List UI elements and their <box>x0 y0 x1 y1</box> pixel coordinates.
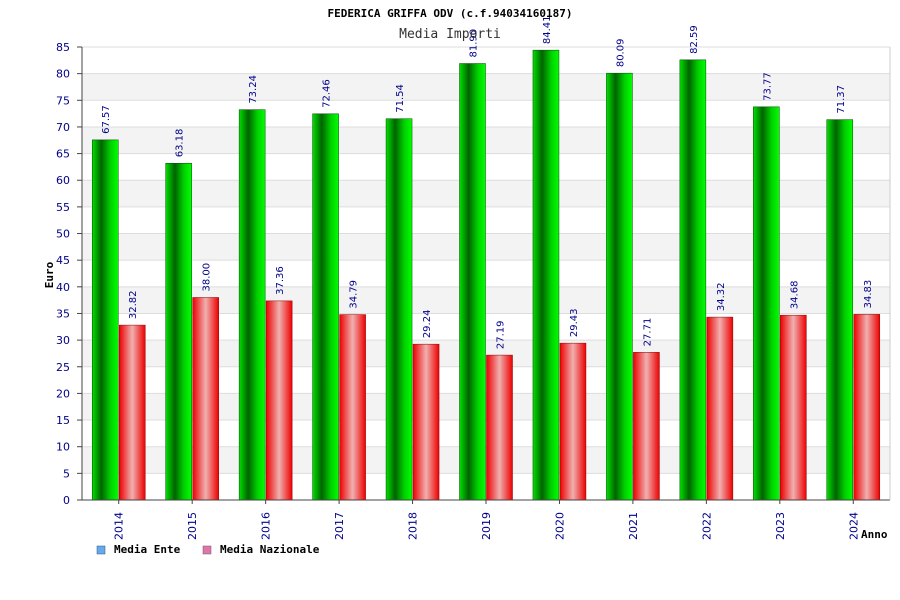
y-tick-label: 15 <box>56 414 70 427</box>
bar-media-nazionale <box>780 314 807 501</box>
data-label-media-nazionale: 29.43 <box>569 309 580 338</box>
bar-media-nazionale <box>265 300 293 501</box>
y-tick-label: 85 <box>56 41 70 54</box>
x-tick-label: 2015 <box>186 512 199 540</box>
data-label-media-ente: 71.54 <box>395 84 406 113</box>
x-axis-label: Anno <box>861 528 888 541</box>
data-label-media-nazionale: 27.71 <box>642 318 653 347</box>
legend-swatch-media-nazionale <box>202 545 212 555</box>
y-tick-label: 60 <box>56 174 70 187</box>
data-label-media-nazionale: 27.19 <box>496 320 507 349</box>
legend: Media Ente Media Nazionale <box>96 543 320 556</box>
data-label-media-ente: 82.59 <box>689 25 700 54</box>
data-label-media-ente: 73.24 <box>248 75 259 104</box>
data-label-media-nazionale: 37.36 <box>275 266 286 295</box>
data-label-media-ente: 73.77 <box>762 72 773 101</box>
x-tick-label: 2024 <box>847 512 860 540</box>
y-tick-labels: 0 5 10 15 20 25 30 35 40 45 50 55 60 65 70 75 80 85 <box>56 41 70 507</box>
y-tick-label: 75 <box>56 94 70 107</box>
bar-media-nazionale <box>853 314 881 501</box>
data-labels: 67.57 32.82 63.18 38.00 73.24 37.36 72.46 34.79… <box>101 16 874 350</box>
y-tick-label: 10 <box>56 441 70 454</box>
y-tick-label: 80 <box>56 68 70 81</box>
y-tick-label: 20 <box>56 387 70 400</box>
legend-label-media-nazionale: Media Nazionale <box>220 543 320 556</box>
data-label-media-nazionale: 32.82 <box>128 290 139 319</box>
y-axis-label: Euro <box>43 261 56 288</box>
x-tick-label: 2016 <box>260 512 273 540</box>
x-tick-label: 2021 <box>627 512 640 540</box>
bar-media-nazionale <box>118 324 146 501</box>
bar-media-ente <box>312 113 339 501</box>
bar-media-nazionale <box>192 297 219 501</box>
chart-title: FEDERICA GRIFFA ODV (c.f.94034160187) <box>327 7 572 20</box>
bar-media-ente <box>679 59 707 501</box>
bar-media-ente <box>532 49 560 501</box>
x-tick-label: 2023 <box>774 512 787 540</box>
bar-media-ente <box>238 109 266 501</box>
x-tick-label: 2022 <box>700 512 713 540</box>
chart-subtitle: Media Importi <box>399 27 501 42</box>
y-tick-label: 65 <box>56 148 70 161</box>
bar-media-nazionale <box>412 343 440 501</box>
y-tick-label: 5 <box>63 467 70 480</box>
legend-label-media-ente: Media Ente <box>114 543 181 556</box>
bar-media-ente <box>826 119 854 501</box>
bar-media-ente <box>606 72 633 501</box>
bar-media-ente <box>165 163 192 501</box>
bar-media-ente <box>91 139 119 501</box>
data-label-media-ente: 84.41 <box>542 16 553 45</box>
data-label-media-nazionale: 34.32 <box>716 282 727 311</box>
legend-swatch-media-ente <box>96 545 106 555</box>
data-label-media-ente: 81.90 <box>469 29 480 58</box>
bar-media-nazionale <box>706 316 734 501</box>
data-label-media-ente: 80.09 <box>615 39 626 68</box>
data-label-media-nazionale: 34.79 <box>349 280 360 309</box>
y-tick-label: 0 <box>63 494 70 507</box>
bar-media-nazionale <box>559 342 587 501</box>
bar-media-ente <box>753 106 780 501</box>
x-tick-label: 2014 <box>113 512 126 540</box>
bar-media-nazionale <box>633 352 660 501</box>
x-tick-label: 2018 <box>407 512 420 540</box>
data-label-media-nazionale: 34.68 <box>789 281 800 310</box>
bar-media-nazionale <box>486 354 513 501</box>
y-tick-label: 70 <box>56 121 70 134</box>
data-label-media-ente: 63.18 <box>175 129 186 158</box>
bar-media-nazionale <box>339 314 366 501</box>
y-tick-label: 40 <box>56 281 70 294</box>
data-label-media-nazionale: 29.24 <box>422 310 433 339</box>
y-tick-label: 45 <box>56 254 70 267</box>
data-label-media-ente: 71.37 <box>836 85 847 114</box>
y-tick-label: 50 <box>56 228 70 241</box>
x-tick-label: 2020 <box>553 512 566 540</box>
x-tick-labels: 2014 2015 2016 2017 2018 2019 2020 2021 2022 2023… <box>113 500 860 540</box>
data-label-media-nazionale: 34.83 <box>863 280 874 309</box>
bar-media-ente <box>385 118 413 501</box>
grid-band <box>82 73 890 101</box>
x-tick-label: 2017 <box>333 512 346 540</box>
y-tick-label: 25 <box>56 361 70 374</box>
data-label-media-nazionale: 38.00 <box>202 263 213 292</box>
y-tick-label: 30 <box>56 334 70 347</box>
y-tick-label: 55 <box>56 201 70 214</box>
x-tick-label: 2019 <box>480 512 493 540</box>
data-label-media-ente: 67.57 <box>101 105 112 134</box>
data-label-media-ente: 72.46 <box>322 79 333 108</box>
y-tick-label: 35 <box>56 307 70 320</box>
grid-band <box>82 47 890 74</box>
bar-media-ente <box>459 63 486 501</box>
